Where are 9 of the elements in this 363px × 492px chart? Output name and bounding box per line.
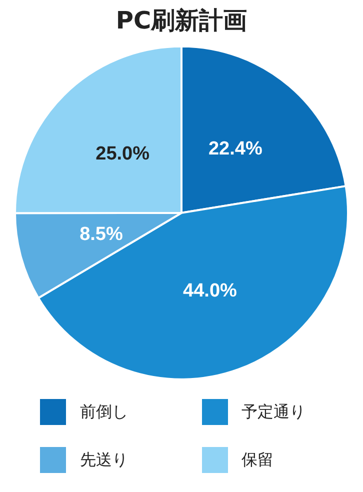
data-label: 8.5%	[80, 224, 123, 246]
chart-title: PC刷新計画	[116, 6, 248, 35]
data-label: 22.4%	[208, 138, 262, 160]
data-label: 25.0%	[96, 143, 150, 164]
legend-label: 前倒し	[80, 402, 128, 422]
legend-label: 保留	[242, 450, 274, 470]
data-label: 44.0%	[183, 280, 238, 302]
legend-label: 先送り	[80, 450, 128, 470]
legend-label: 予定通り	[242, 402, 306, 422]
